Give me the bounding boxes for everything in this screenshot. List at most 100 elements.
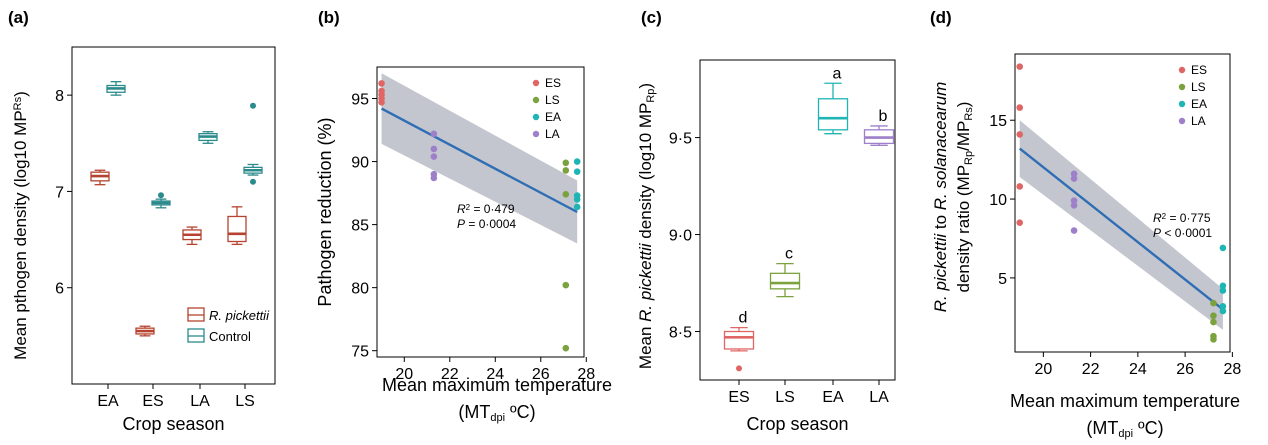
panel-d-plot-frame [1014, 53, 1231, 353]
panel-b-r2-annotation: R2 = 0·479 [457, 202, 515, 216]
panel-a-xtick-label: ES [142, 393, 163, 410]
panel-b-ytick-label: 85 [351, 218, 369, 235]
panel-b-point-ls [562, 191, 570, 198]
panel-c-significance-letter: c [785, 246, 793, 263]
panel-c-xtick-label: LA [869, 389, 889, 406]
panel-b-ytick-label: 80 [351, 281, 369, 298]
panel-b-ytick-label: 95 [351, 92, 369, 109]
panel-c-xtick-label: EA [822, 389, 844, 406]
panel-c-es-outlier [736, 365, 742, 372]
panel-d-legend-label: LA [1191, 114, 1206, 128]
panel-c-significance-letter: a [833, 65, 842, 82]
panel-b-point-ls [562, 344, 570, 352]
panel-b-point-la [430, 153, 438, 160]
panel-c-ls-box [769, 272, 801, 290]
panel-c-ea-box [817, 98, 849, 131]
panel-b-point-la [430, 130, 438, 138]
panel-d-point-ls [1210, 312, 1217, 320]
panel-c-ytick-label: 9·0 [669, 228, 692, 245]
panel-d-point-ea [1219, 307, 1227, 315]
panel-d-legend-key [1178, 83, 1186, 91]
panel-c-plot-frame [699, 59, 896, 381]
panel-b-legend-label: ES [545, 76, 561, 90]
panel-d-point-ls [1210, 318, 1217, 326]
panel-b-point-ea [573, 168, 581, 175]
panel-d-point-es [1016, 63, 1024, 70]
panel-d-p-annotation: P < 0·0001 [1153, 226, 1212, 240]
panel-b-legend-label: LA [545, 127, 560, 141]
panel-a-ylabel: Mean pthogen density (log10 MPRs) [11, 91, 30, 360]
panel-b-p-annotation: P = 0·0004 [457, 217, 516, 231]
panel-d-ytick-label: 5 [998, 271, 1007, 288]
panel-a: (a) 6 7 8 EA ES LA LS R. pickettii Control Crop se… [8, 8, 276, 434]
panel-d-point-es [1016, 183, 1024, 190]
panel-d-confidence-band [1019, 120, 1223, 330]
panel-a-plot-frame [71, 46, 276, 385]
panel-d-xtick-label: 22 [1082, 361, 1100, 378]
panel-d-point-ea [1219, 302, 1227, 310]
panel-b-ylabel: Pathogen reduction (%) [315, 117, 335, 306]
panel-d-point-ea [1219, 282, 1227, 290]
panel-d-point-ls [1210, 336, 1217, 343]
panel-d-point-ea [1219, 287, 1227, 294]
panel-d-point-es [1016, 131, 1024, 138]
panel-b-point-ls [562, 167, 570, 174]
panel-d-ylabel-line2: density ratio (MPRp/MPRs) [954, 102, 975, 293]
panel-a-control-outlier [158, 192, 164, 199]
panel-c-ylabel: Mean R. pickettii density (log10 MPRp) [636, 83, 657, 369]
panel-b-point-es [378, 99, 385, 106]
panel-a-ytick-label: 8 [55, 88, 64, 105]
panel-d-xtick-label: 24 [1129, 361, 1147, 378]
panel-d-point-la [1070, 175, 1078, 182]
panel-c-es-box [723, 330, 755, 350]
panel-a-pickettii-box [227, 215, 247, 243]
panel-d-point-es [1016, 104, 1024, 111]
panel-d-legend-label: EA [1191, 97, 1207, 111]
panel-b-xlabel-units: (MTdpi ºC) [458, 402, 535, 424]
panel-c-ytick-label: 8·5 [669, 325, 692, 342]
panel-a-control-outlier [250, 102, 256, 109]
panel-d-point-la [1070, 202, 1078, 209]
panel-d-ytick-label: 10 [989, 192, 1007, 209]
panel-d-xtick-label: 20 [1034, 361, 1052, 378]
panel-d-xtick-label: 28 [1223, 361, 1241, 378]
panel-d-point-la [1070, 227, 1078, 234]
panel-b-legend-key [532, 113, 540, 121]
panel-a-xlabel: Crop season [122, 414, 224, 434]
panel-d-xlabel-units: (MTdpi ºC) [1086, 418, 1163, 440]
panel-d-legend-key [1178, 66, 1186, 74]
panel-b-legend-key [532, 130, 540, 138]
panel-b-point-ea [573, 196, 581, 203]
panel-d-point-la [1070, 197, 1078, 204]
panel-d-fit-line [1018, 147, 1224, 311]
panel-d-xtick-label: 26 [1176, 361, 1194, 378]
panel-b-ytick-label: 75 [351, 344, 369, 361]
panel-b-point-ls [562, 281, 570, 289]
panel-a-xtick-label: LS [235, 393, 255, 410]
panel-d-point-es [1016, 219, 1024, 227]
panel-d-xlabel: Mean maximum temperature [1010, 391, 1240, 411]
panel-d-ylabel-line1: R. pickettii to R. solanacearum [931, 82, 950, 313]
panel-b-xtick-label: 22 [441, 366, 459, 383]
panel-b-label: (b) [318, 8, 340, 27]
panel-c-xlabel: Crop season [746, 414, 848, 434]
panel-d-legend-key [1178, 117, 1186, 125]
panel-b-xtick-label: 26 [532, 366, 550, 383]
panel-b-xtick-label: 24 [486, 366, 504, 383]
panel-a-xtick-label: LA [190, 393, 210, 410]
panel-a-label: (a) [8, 8, 29, 27]
panel-a-ytick-label: 6 [55, 281, 64, 298]
panel-b-legend-key [532, 79, 540, 87]
panel-d-point-la [1070, 170, 1078, 178]
panel-d-r2-annotation: R2 = 0·775 [1153, 211, 1211, 225]
panel-d-legend-key [1178, 100, 1186, 108]
panel-c: (c) d c a b 8·5 9·0 9·5 ES LS EA LA Crop season Mean … [636, 8, 896, 434]
panel-b-legend-label: EA [545, 110, 561, 124]
panel-b-xtick-label: 28 [577, 366, 595, 383]
panel-b-legend-label: LS [545, 93, 560, 107]
panel-c-xtick-label: LS [775, 389, 795, 406]
panel-b: (b) 75 80 85 90 95 20 22 24 26 28 ES LS EA LA R2 = 0·47… [315, 8, 612, 424]
panel-d-point-ls [1210, 299, 1217, 307]
panel-d-point-ea [1219, 244, 1227, 252]
